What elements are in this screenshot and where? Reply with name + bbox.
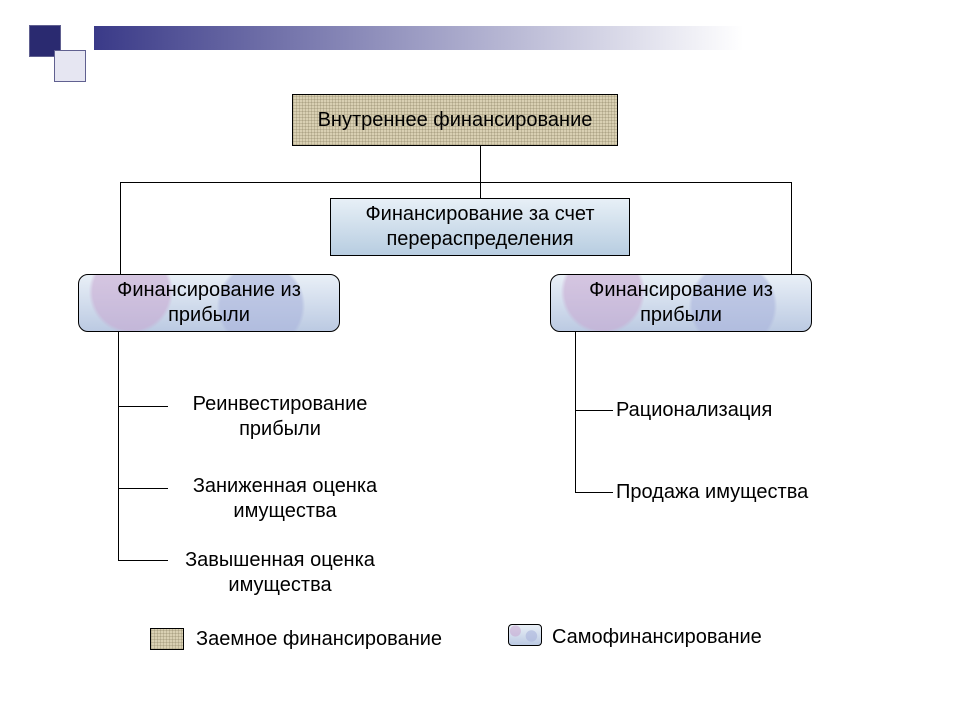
diagram-canvas: Внутреннее финансирование Финансирование… xyxy=(0,0,960,720)
legend-swatch-self xyxy=(508,624,542,646)
node-profit-left: Финансирование из прибыли xyxy=(78,274,340,332)
leaf-sale-label: Продажа имущества xyxy=(616,481,808,503)
leaf-reinvest-label: Реинвестирование прибыли xyxy=(193,393,368,440)
legend-label-loan: Заемное финансирование xyxy=(196,628,442,651)
node-profit-right-label: Финансирование из прибыли xyxy=(559,278,803,328)
node-profit-left-label: Финансирование из прибыли xyxy=(87,278,331,328)
leaf-understate: Заниженная оценка имущества xyxy=(170,474,400,524)
edge xyxy=(118,406,168,407)
edge xyxy=(120,182,792,183)
decor-square-light xyxy=(54,50,86,82)
leaf-overstate-label: Завышенная оценка имущества xyxy=(185,549,375,596)
node-redistribution-label: Финансирование за счет перераспределения xyxy=(339,202,621,252)
legend-label-self: Самофинансирование xyxy=(552,626,762,649)
leaf-rational: Рационализация xyxy=(616,398,816,423)
leaf-overstate: Завышенная оценка имущества xyxy=(160,548,400,598)
decor-gradient-bar xyxy=(94,26,960,50)
edge xyxy=(480,182,481,198)
node-root: Внутреннее финансирование xyxy=(292,94,618,146)
legend-swatch-loan xyxy=(150,628,184,650)
leaf-sale: Продажа имущества xyxy=(616,480,836,505)
edge xyxy=(575,410,613,411)
edge xyxy=(575,332,576,492)
leaf-rational-label: Рационализация xyxy=(616,399,772,421)
edge xyxy=(118,488,168,489)
node-redistribution: Финансирование за счет перераспределения xyxy=(330,198,630,256)
edge xyxy=(118,332,119,560)
edge xyxy=(575,492,613,493)
edge xyxy=(120,182,121,274)
node-profit-right: Финансирование из прибыли xyxy=(550,274,812,332)
leaf-reinvest: Реинвестирование прибыли xyxy=(170,392,390,442)
edge xyxy=(791,182,792,274)
edge xyxy=(480,146,481,182)
node-root-label: Внутреннее финансирование xyxy=(318,108,593,133)
leaf-understate-label: Заниженная оценка имущества xyxy=(193,475,377,522)
